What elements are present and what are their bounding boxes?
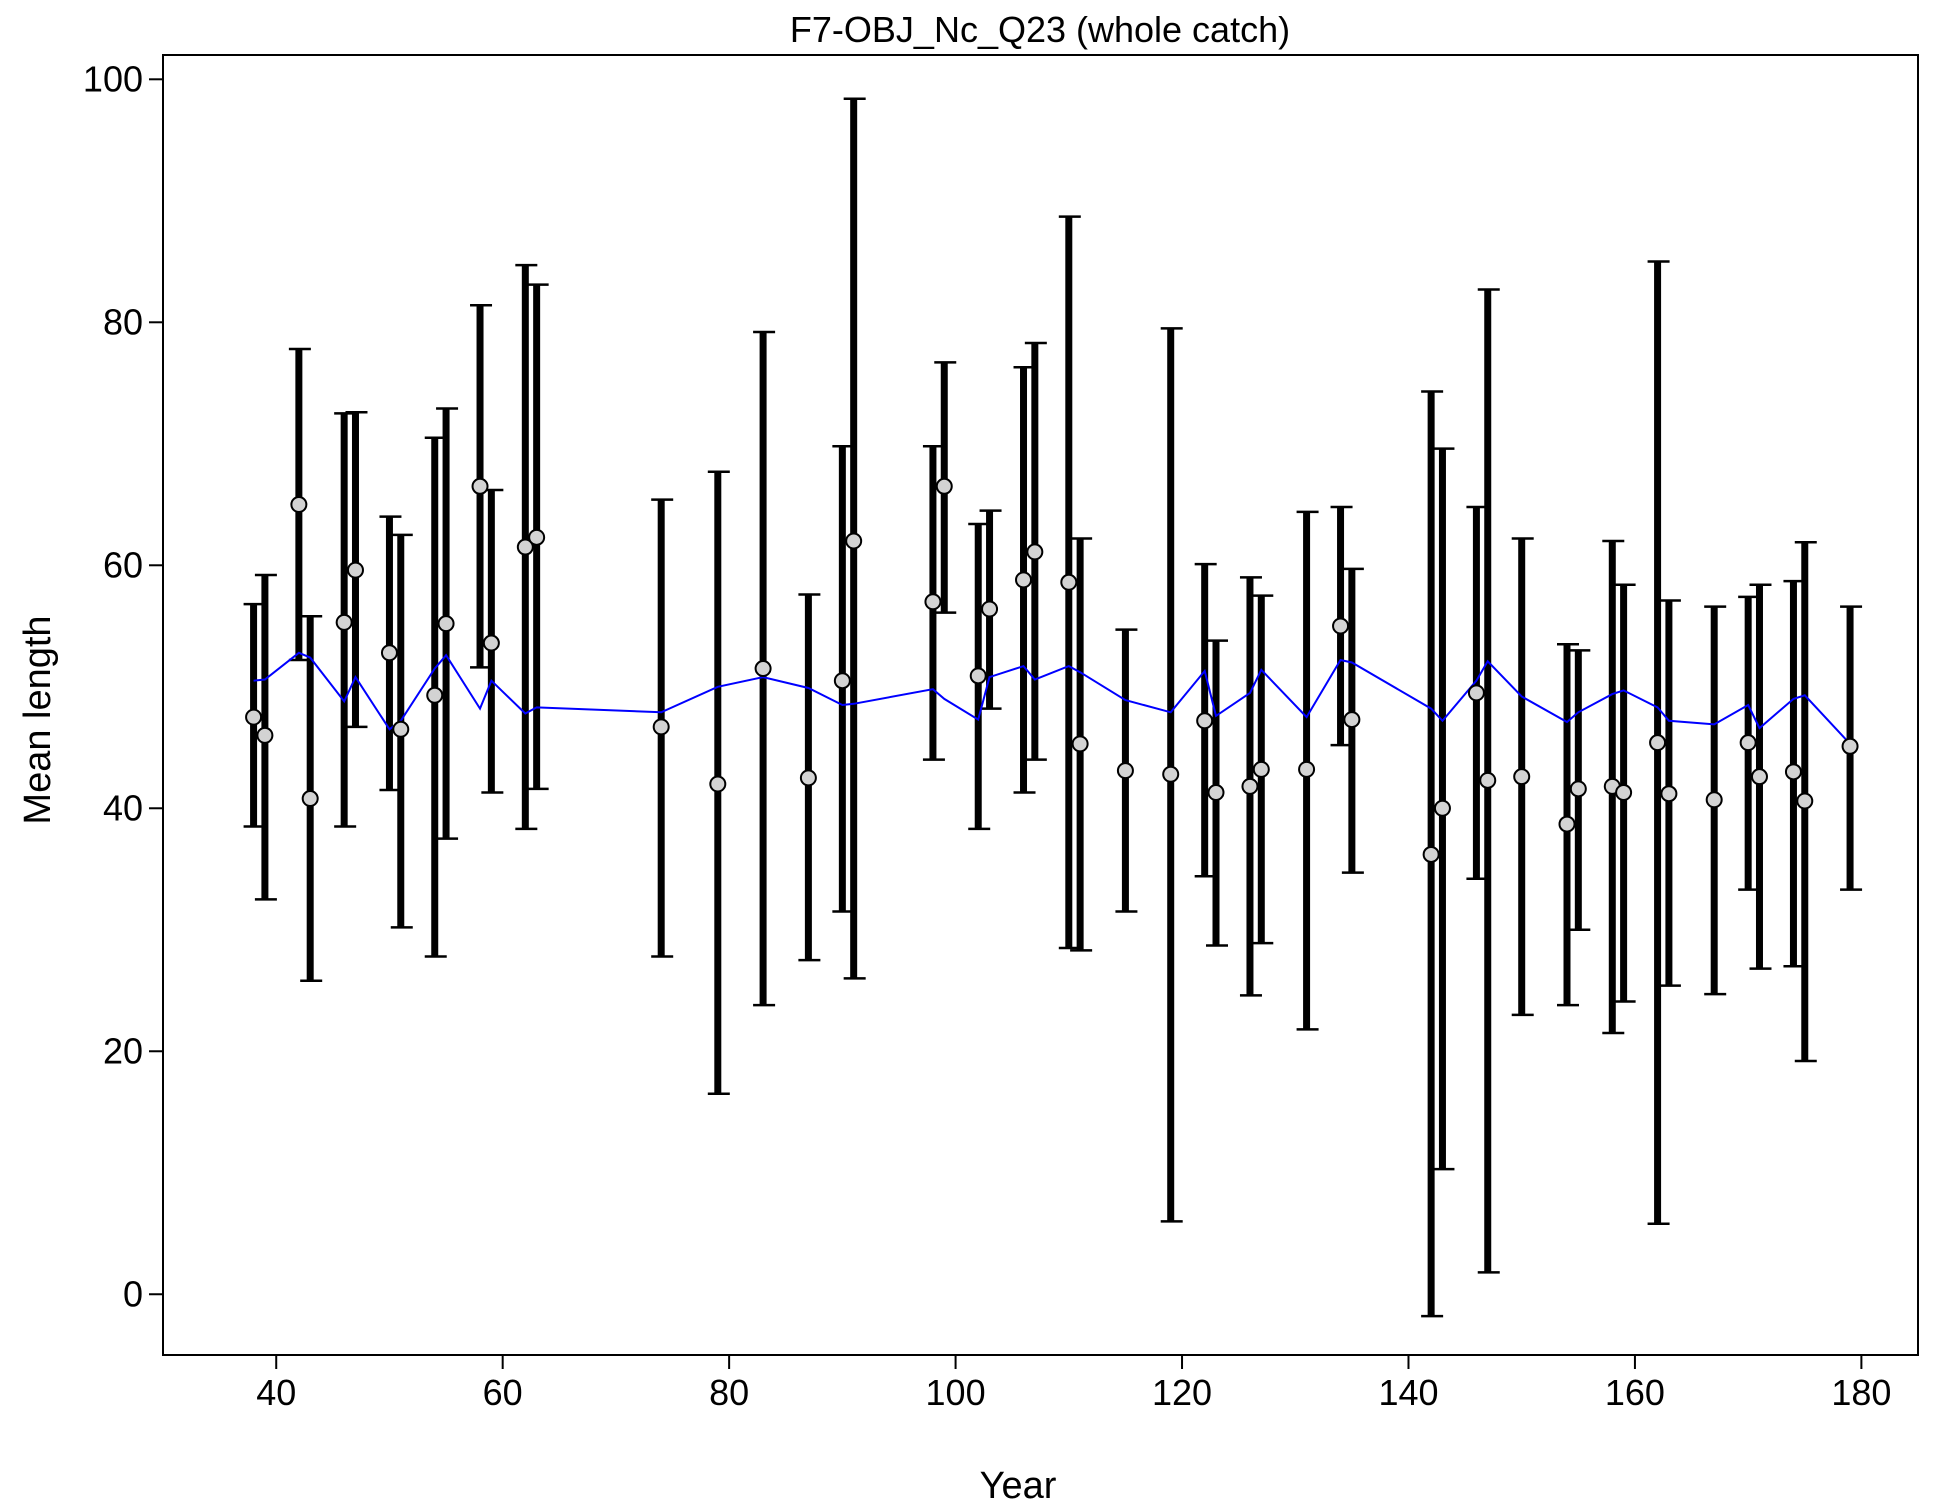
data-point xyxy=(1796,792,1814,810)
data-point xyxy=(1343,711,1361,729)
data-point xyxy=(335,613,353,631)
x-tick-label: 60 xyxy=(483,1372,523,1413)
y-tick-label: 100 xyxy=(83,58,143,99)
data-point xyxy=(1784,763,1802,781)
y-tick-label: 20 xyxy=(103,1030,143,1071)
x-tick-label: 40 xyxy=(256,1372,296,1413)
data-point xyxy=(1071,735,1089,753)
data-point xyxy=(1841,737,1859,755)
data-point xyxy=(1252,760,1270,778)
data-point xyxy=(528,528,546,546)
data-point xyxy=(845,532,863,550)
x-tick-label: 140 xyxy=(1378,1372,1438,1413)
data-point xyxy=(471,477,489,495)
data-point xyxy=(1162,765,1180,783)
data-point xyxy=(392,720,410,738)
x-tick-label: 160 xyxy=(1605,1372,1665,1413)
data-point xyxy=(1660,785,1678,803)
x-axis: 40 60 80 100 120 140 160 180 xyxy=(256,1355,1891,1413)
data-point xyxy=(516,538,534,556)
data-point xyxy=(1015,571,1033,589)
data-point xyxy=(799,769,817,787)
data-point xyxy=(652,718,670,736)
data-point xyxy=(1558,815,1576,833)
y-axis: 0 20 40 60 80 100 xyxy=(83,58,163,1314)
data-point xyxy=(924,593,942,611)
data-point xyxy=(1298,760,1316,778)
data-point xyxy=(1196,712,1214,730)
data-point xyxy=(301,790,319,808)
data-point xyxy=(1207,783,1225,801)
y-tick-label: 80 xyxy=(103,301,143,342)
data-point xyxy=(1467,684,1485,702)
data-point xyxy=(437,615,455,633)
data-point xyxy=(1241,777,1259,795)
data-point xyxy=(981,600,999,618)
x-tick-label: 180 xyxy=(1831,1372,1891,1413)
data-point xyxy=(346,561,364,579)
x-tick-label: 80 xyxy=(709,1372,749,1413)
data-point xyxy=(1433,799,1451,817)
data-point xyxy=(1513,768,1531,786)
y-tick-label: 60 xyxy=(103,544,143,585)
data-point xyxy=(1739,734,1757,752)
data-point xyxy=(1750,768,1768,786)
data-point xyxy=(1569,780,1587,798)
data-point xyxy=(1705,791,1723,809)
data-point xyxy=(482,634,500,652)
expected-mean-line xyxy=(253,651,1851,745)
data-point xyxy=(1116,762,1134,780)
data-point xyxy=(1422,845,1440,863)
data-point xyxy=(754,660,772,678)
observed-points xyxy=(245,477,1859,863)
data-point xyxy=(833,672,851,690)
x-tick-label: 100 xyxy=(926,1372,986,1413)
data-point xyxy=(1026,543,1044,561)
data-point xyxy=(1615,783,1633,801)
data-point xyxy=(426,686,444,704)
data-point xyxy=(1332,617,1350,635)
y-axis-title: Mean length xyxy=(17,615,59,824)
data-point xyxy=(935,477,953,495)
y-tick-label: 0 xyxy=(123,1273,143,1314)
data-point xyxy=(1479,771,1497,789)
chart-title: F7-OBJ_Nc_Q23 (whole catch) xyxy=(790,9,1290,50)
data-point xyxy=(380,644,398,662)
data-point xyxy=(290,496,308,514)
data-point xyxy=(245,708,263,726)
x-tick-label: 120 xyxy=(1152,1372,1212,1413)
plot-frame xyxy=(162,54,1919,1356)
data-point xyxy=(1649,734,1667,752)
y-tick-label: 40 xyxy=(103,787,143,828)
data-point xyxy=(1060,573,1078,591)
data-point xyxy=(709,775,727,793)
data-point xyxy=(256,726,274,744)
x-axis-title: Year xyxy=(980,1465,1057,1500)
data-point xyxy=(969,667,987,685)
